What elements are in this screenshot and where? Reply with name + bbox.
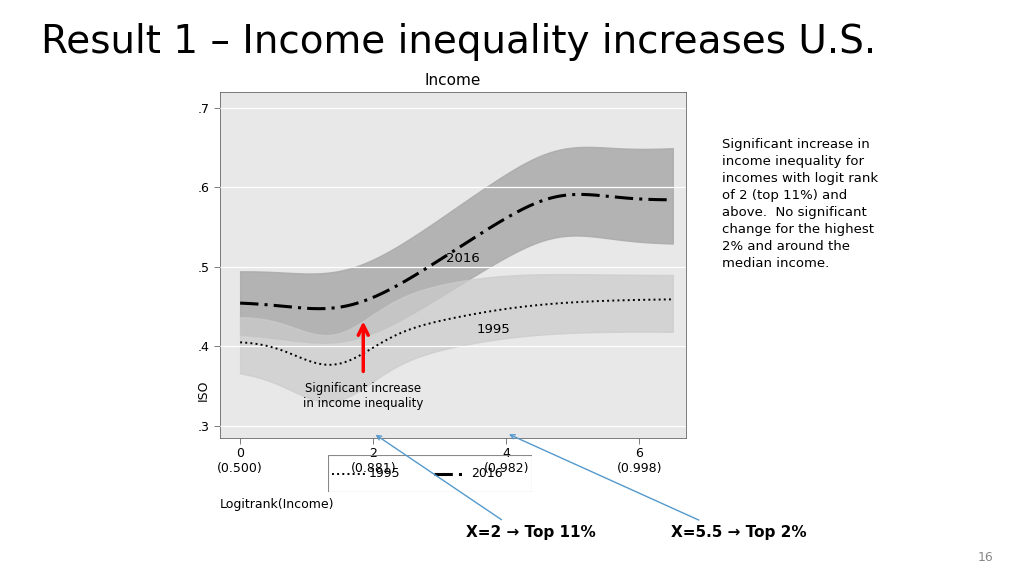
2016 [312, 305, 325, 312]
Text: 1995: 1995 [369, 467, 400, 480]
1995 [233, 339, 246, 346]
Text: Significant increase in
income inequality for
incomes with logit rank
of 2 (top : Significant increase in income inequalit… [722, 138, 878, 270]
1995 [667, 296, 679, 303]
2016 [667, 196, 679, 203]
1995 [493, 306, 505, 313]
Text: 2016: 2016 [471, 467, 503, 480]
Text: Logitrank(Income): Logitrank(Income) [220, 498, 335, 511]
Text: 2016: 2016 [446, 252, 480, 266]
Text: (0.500): (0.500) [217, 461, 263, 475]
Text: 16: 16 [978, 551, 993, 564]
2016 [574, 191, 587, 198]
Text: Significant increase
in income inequality: Significant increase in income inequalit… [303, 382, 424, 410]
Line: 2016: 2016 [240, 195, 673, 309]
2016 [500, 214, 512, 221]
Text: ISO: ISO [197, 380, 210, 401]
Text: 4: 4 [503, 448, 510, 460]
2016 [236, 300, 248, 306]
1995 [236, 339, 248, 346]
Text: 6: 6 [636, 448, 643, 460]
1995 [628, 297, 640, 304]
2016 [233, 300, 246, 306]
Text: 2: 2 [370, 448, 377, 460]
Text: 0: 0 [237, 448, 244, 460]
Text: (0.881): (0.881) [350, 461, 396, 475]
1995 [492, 306, 504, 313]
2016 [493, 219, 505, 226]
Text: 1995: 1995 [476, 323, 510, 336]
1995 [324, 361, 336, 368]
Text: (0.998): (0.998) [616, 461, 663, 475]
Text: X=5.5 → Top 2%: X=5.5 → Top 2% [671, 525, 806, 540]
2016 [629, 195, 641, 202]
2016 [492, 219, 504, 226]
Text: Result 1 – Income inequality increases U.S.: Result 1 – Income inequality increases U… [41, 23, 877, 61]
1995 [500, 305, 512, 312]
Line: 1995: 1995 [240, 300, 673, 365]
Text: (0.982): (0.982) [483, 461, 529, 475]
Title: Income: Income [425, 73, 481, 88]
2016 [601, 193, 613, 200]
1995 [600, 297, 612, 304]
Text: X=2 → Top 11%: X=2 → Top 11% [466, 525, 596, 540]
